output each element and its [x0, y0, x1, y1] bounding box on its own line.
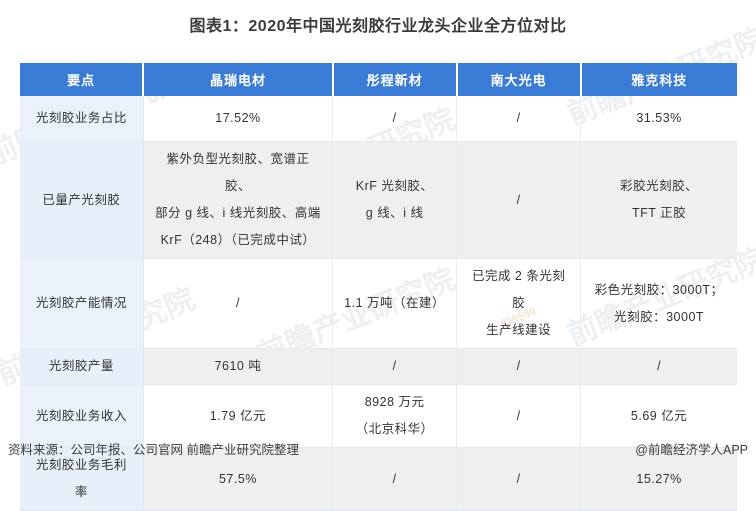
table-cell: 紫外负型光刻胶、宽谱正胶、 部分 g 线、i 线光刻胶、高端 KrF（248）（… [143, 141, 334, 259]
table-cell: 5.69 亿元 [580, 384, 737, 448]
column-header-company-1: 晶瑞电材 [143, 63, 334, 96]
row-label: 已量产光刻胶 [20, 141, 144, 259]
column-header-company-3: 南大光电 [456, 63, 582, 96]
chart-title: 图表1：2020年中国光刻胶行业龙头企业全方位对比 [189, 18, 567, 35]
column-header-company-2: 彤程新材 [332, 63, 458, 96]
table-cell: 1.1 万吨（在建） [332, 258, 458, 349]
table-cell: 17.52% [143, 96, 334, 142]
row-label: 光刻胶产量 [20, 348, 144, 385]
table-header-row: 要点 晶瑞电材 彤程新材 南大光电 雅克科技 [20, 63, 737, 96]
table-cell: 已完成 2 条光刻胶 生产线建设 [456, 258, 582, 349]
table-cell: 1.79 亿元 [143, 384, 334, 448]
table-cell: 31.53% [580, 96, 737, 142]
table-cell: 彩胶光刻胶、 TFT 正胶 [580, 141, 737, 259]
table-cell: / [332, 96, 458, 142]
table-cell: 8928 万元 （北京科华） [332, 384, 458, 448]
table-cell: 7610 吨 [143, 348, 334, 385]
table-cell: / [580, 348, 737, 385]
table-cell: / [456, 141, 582, 259]
row-label: 光刻胶业务占比 [20, 96, 144, 142]
table-row: 光刻胶业务占比 17.52% //31.53% [20, 96, 737, 142]
table-row: 光刻胶产能情况/1.1 万吨（在建） 已完成 2 条光刻胶 生产线建设 彩色光刻胶：… [20, 258, 737, 349]
credit-note: @前瞻经济学人APP [635, 443, 748, 457]
table-cell: / [143, 258, 334, 349]
table-cell: / [332, 348, 458, 385]
table-row: 光刻胶产量 7610 吨 / / / [20, 348, 737, 385]
table-row: 光刻胶业务收入 1.79 亿元 8928 万元 （北京科华）/5.69 亿元 [20, 384, 737, 448]
table-cell: / [456, 348, 582, 385]
table-cell: / [456, 96, 582, 142]
footer: 资料来源：公司年报、公司官网 前瞻产业研究院整理 @前瞻经济学人APP [8, 439, 748, 458]
row-label: 光刻胶业务收入 [20, 384, 144, 448]
table-cell: KrF 光刻胶、 g 线、i 线 [332, 141, 458, 259]
source-note: 资料来源：公司年报、公司官网 前瞻产业研究院整理 [8, 443, 299, 457]
column-header-company-4: 雅克科技 [580, 63, 737, 96]
row-label: 光刻胶产能情况 [20, 258, 144, 349]
table-row: 已量产光刻胶 紫外负型光刻胶、宽谱正胶、 部分 g 线、i 线光刻胶、高端 KrF… [20, 141, 737, 259]
table-cell: 彩色光刻胶：3000T； 光刻胶：3000T [580, 258, 737, 349]
table-cell: / [456, 384, 582, 448]
column-header-key-points: 要点 [20, 63, 145, 96]
